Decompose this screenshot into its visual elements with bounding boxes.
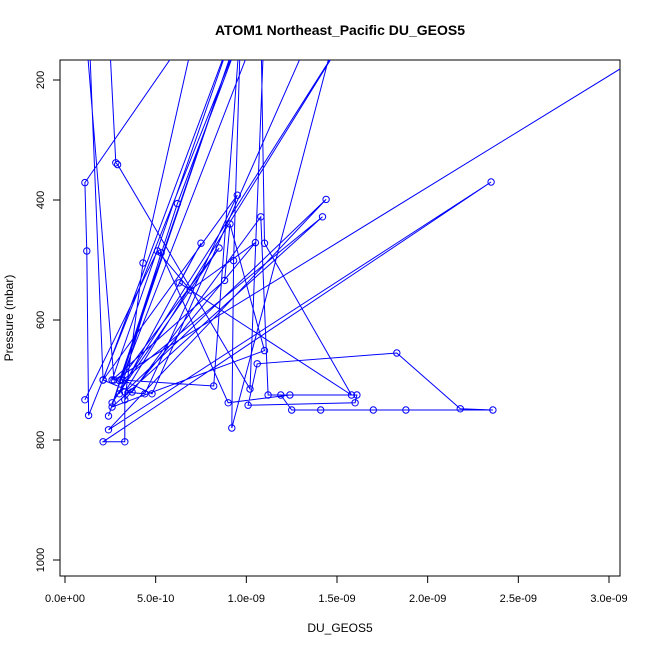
- data-point: [233, 191, 242, 199]
- data-point: [260, 239, 269, 247]
- data-point: [186, 286, 194, 294]
- data-point: [244, 401, 252, 409]
- data-point: [121, 396, 129, 404]
- data-point: [89, 47, 95, 53]
- x-axis-label: DU_GEOS5: [307, 621, 373, 635]
- data-point: [369, 406, 377, 414]
- data-point: [104, 426, 113, 434]
- x-tick-label: 3.0e-09: [590, 593, 627, 605]
- x-tick-label: 0.0e+00: [45, 593, 85, 605]
- data-point: [288, 406, 296, 414]
- data-point: [489, 406, 497, 414]
- data-point: [220, 276, 229, 285]
- y-tick-label: 400: [35, 191, 47, 209]
- data-point: [456, 405, 464, 413]
- data-point: [128, 388, 136, 396]
- data-point: [157, 249, 165, 257]
- data-point: [113, 160, 122, 169]
- data-point: [317, 406, 325, 414]
- y-tick-label: 600: [35, 311, 47, 329]
- axes: 0.0e+00 5.0e-10 1.0e-09 1.5e-09 2.0e-09 2.5e-…: [35, 71, 628, 605]
- data-point: [246, 385, 254, 393]
- y-tick-label: 1000: [35, 548, 47, 572]
- data-point: [108, 403, 116, 411]
- data-point: [194, 17, 200, 23]
- data-point: [215, 244, 223, 252]
- data-point: [99, 438, 107, 446]
- plot-area: [81, 17, 620, 446]
- data-point: [322, 195, 330, 204]
- series-line: [84, 60, 620, 443]
- data-point: [108, 376, 116, 384]
- data-point: [108, 399, 116, 407]
- data-point: [228, 424, 236, 432]
- x-tick-label: 2.0e-09: [409, 593, 446, 605]
- y-tick-label: 800: [35, 431, 47, 449]
- y-tick-label: 200: [35, 71, 47, 89]
- data-point: [121, 438, 129, 446]
- data-point: [148, 390, 156, 398]
- data-point: [117, 376, 125, 384]
- data-point: [210, 382, 218, 390]
- data-point: [197, 239, 205, 247]
- y-axis-label: Pressure (mbar): [2, 275, 16, 362]
- data-point: [99, 376, 107, 384]
- data-point: [115, 390, 124, 398]
- data-point: [257, 213, 265, 221]
- data-point: [353, 391, 361, 399]
- x-tick-label: 5.0e-10: [137, 593, 174, 605]
- data-point: [141, 390, 149, 398]
- x-tick-label: 1.0e-09: [228, 593, 265, 605]
- x-tick-label: 1.5e-09: [318, 593, 355, 605]
- data-point: [351, 399, 359, 407]
- data-point: [226, 220, 234, 228]
- data-point: [85, 17, 91, 23]
- data-point: [224, 399, 232, 407]
- data-point: [318, 213, 327, 221]
- plot-frame: [59, 59, 621, 577]
- data-point: [82, 17, 88, 23]
- data-point: [393, 349, 401, 357]
- data-point: [81, 396, 89, 404]
- data-point: [487, 178, 495, 186]
- data-point: [104, 412, 113, 420]
- data-point: [173, 199, 182, 208]
- data-point: [253, 360, 261, 368]
- data-point: [277, 391, 285, 399]
- data-point: [81, 178, 89, 187]
- data-point: [139, 259, 147, 267]
- data-point: [264, 391, 272, 399]
- data-point: [121, 388, 129, 396]
- x-tick-label: 2.5e-09: [500, 593, 537, 605]
- data-point: [153, 247, 162, 255]
- data-point: [110, 376, 118, 384]
- data-point: [286, 391, 294, 399]
- data-point: [83, 247, 91, 255]
- data-point: [112, 159, 120, 167]
- data-point: [105, 17, 111, 23]
- data-point: [251, 238, 260, 247]
- chart-title: ATOM1 Northeast_Pacific DU_GEOS5: [215, 22, 465, 38]
- data-point: [402, 406, 410, 414]
- data-point: [347, 391, 356, 399]
- data-point: [229, 256, 238, 265]
- data-point: [84, 411, 93, 420]
- data-point: [175, 279, 183, 287]
- data-point: [260, 346, 269, 355]
